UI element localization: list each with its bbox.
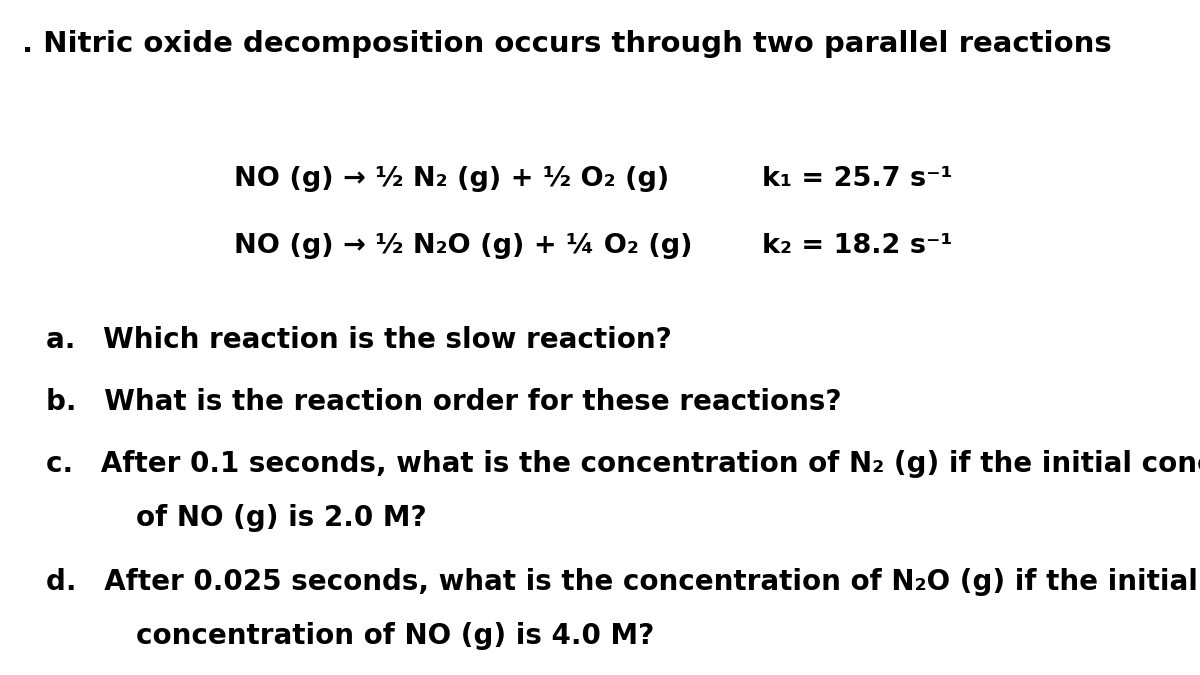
Text: concentration of NO (g) is 4.0 M?: concentration of NO (g) is 4.0 M? (136, 622, 654, 650)
Text: a. Which reaction is the slow reaction?: a. Which reaction is the slow reaction? (46, 325, 671, 354)
Text: NO (g) → ½ N₂O (g) + ¼ O₂ (g): NO (g) → ½ N₂O (g) + ¼ O₂ (g) (234, 234, 692, 259)
Text: . Nitric oxide decomposition occurs through two parallel reactions: . Nitric oxide decomposition occurs thro… (22, 30, 1111, 58)
Text: of NO (g) is 2.0 M?: of NO (g) is 2.0 M? (136, 504, 426, 532)
Text: k₂ = 18.2 s⁻¹: k₂ = 18.2 s⁻¹ (762, 234, 953, 259)
Text: k₁ = 25.7 s⁻¹: k₁ = 25.7 s⁻¹ (762, 166, 953, 192)
Text: b. What is the reaction order for these reactions?: b. What is the reaction order for these … (46, 387, 841, 416)
Text: NO (g) → ½ N₂ (g) + ½ O₂ (g): NO (g) → ½ N₂ (g) + ½ O₂ (g) (234, 166, 670, 192)
Text: d. After 0.025 seconds, what is the concentration of N₂O (g) if the initial: d. After 0.025 seconds, what is the conc… (46, 568, 1198, 596)
Text: c. After 0.1 seconds, what is the concentration of N₂ (g) if the initial concent: c. After 0.1 seconds, what is the concen… (46, 450, 1200, 479)
